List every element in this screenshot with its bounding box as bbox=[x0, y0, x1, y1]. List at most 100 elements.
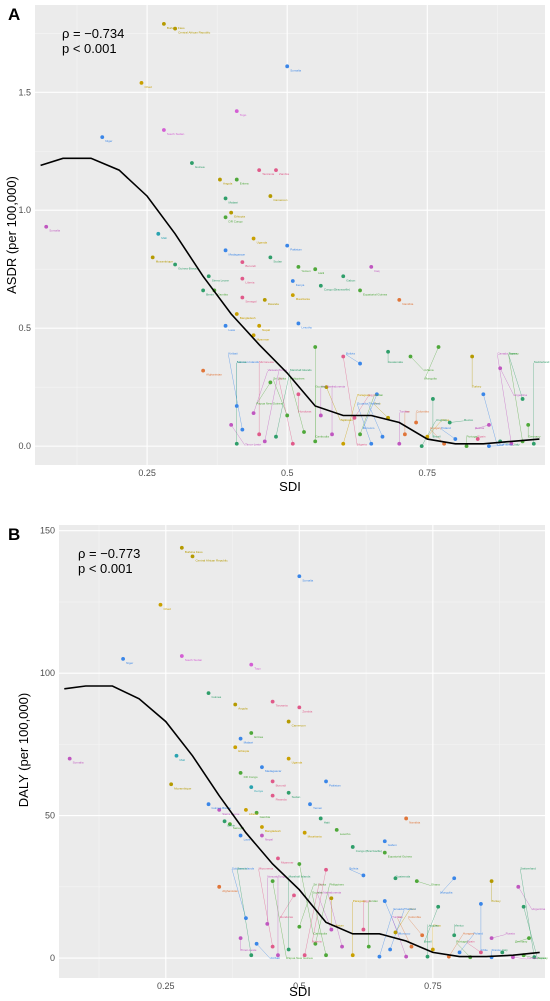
data-point bbox=[251, 411, 256, 416]
country-label: Guinea-Bissau bbox=[178, 266, 198, 270]
loess-curve bbox=[40, 157, 540, 445]
data-point bbox=[290, 293, 295, 298]
leader-line bbox=[408, 918, 423, 936]
data-point bbox=[257, 168, 262, 173]
data-point bbox=[201, 368, 206, 373]
country-label: Marshall Islands bbox=[289, 874, 311, 878]
country-label: Morocco bbox=[363, 426, 375, 430]
data-point bbox=[286, 790, 291, 795]
y-tick-label: 1.5 bbox=[18, 87, 31, 97]
data-point bbox=[217, 808, 222, 812]
data-point bbox=[276, 953, 280, 958]
leader-line bbox=[258, 869, 273, 947]
leader-line bbox=[231, 869, 247, 919]
country-label: South Sudan bbox=[167, 132, 185, 136]
data-point bbox=[393, 930, 398, 935]
country-label: Vanuatu bbox=[268, 368, 279, 372]
leader-line bbox=[289, 379, 305, 433]
data-point bbox=[240, 276, 245, 281]
country-label: Honduras bbox=[298, 410, 312, 414]
country-label: Gabon bbox=[346, 278, 355, 282]
data-point bbox=[382, 850, 387, 855]
data-point bbox=[509, 441, 514, 446]
country-label: Bangladesh bbox=[240, 316, 256, 320]
country-label: Russia bbox=[506, 932, 516, 936]
data-point bbox=[285, 64, 290, 69]
data-point bbox=[297, 862, 302, 866]
country-label: Tajikistan bbox=[340, 418, 353, 422]
country-label: Madagascar bbox=[265, 769, 282, 773]
leader-line bbox=[304, 885, 319, 956]
data-point bbox=[366, 944, 371, 949]
country-label: Tonga bbox=[279, 368, 288, 372]
country-label: South Sudan bbox=[185, 658, 203, 662]
country-label: Jordan bbox=[369, 899, 379, 903]
data-point bbox=[290, 441, 295, 446]
data-point bbox=[436, 904, 441, 909]
leader-line bbox=[441, 428, 456, 440]
data-point bbox=[388, 947, 393, 952]
data-points bbox=[67, 545, 537, 960]
data-point bbox=[296, 392, 301, 397]
country-label: Cambodia bbox=[313, 932, 327, 936]
country-label: Viet Nam bbox=[317, 891, 330, 895]
country-label: Italy bbox=[514, 443, 520, 447]
country-label: Lesotho bbox=[340, 832, 351, 836]
leader-line bbox=[230, 424, 246, 446]
country-label: Jordan bbox=[374, 393, 384, 397]
data-point bbox=[249, 731, 254, 735]
country-label: Ecuador bbox=[357, 401, 368, 405]
country-label: Laos bbox=[229, 328, 236, 332]
data-point bbox=[150, 255, 155, 260]
country-label: Guatemala bbox=[388, 360, 403, 364]
data-point bbox=[254, 941, 259, 946]
data-point bbox=[240, 427, 245, 432]
data-point bbox=[358, 432, 362, 437]
leader-line bbox=[416, 880, 431, 886]
country-label: Solomon Islands bbox=[237, 360, 260, 364]
country-label: Mali bbox=[179, 758, 185, 762]
country-label: Canada bbox=[527, 956, 538, 960]
leader-line bbox=[421, 420, 436, 447]
data-point bbox=[169, 782, 174, 787]
country-label: Chad bbox=[144, 85, 152, 89]
country-label: Angola bbox=[223, 182, 233, 186]
country-label: Thailand bbox=[404, 907, 416, 911]
panel-letter: B bbox=[8, 525, 20, 544]
grid-lines bbox=[35, 5, 545, 465]
leader-line bbox=[311, 893, 327, 956]
country-label: Yemen bbox=[313, 806, 323, 810]
leader-line bbox=[424, 906, 439, 943]
leader-line bbox=[391, 918, 407, 957]
country-label: Ethiopia bbox=[238, 749, 249, 753]
country-label: Burkina Faso bbox=[185, 550, 203, 554]
data-point bbox=[249, 662, 254, 667]
data-point bbox=[249, 953, 254, 958]
data-point bbox=[489, 879, 494, 884]
data-point bbox=[244, 808, 248, 812]
data-point bbox=[270, 779, 275, 784]
data-point bbox=[511, 955, 515, 960]
data-point bbox=[254, 810, 259, 815]
data-point bbox=[251, 333, 256, 338]
y-tick-label: 0.0 bbox=[18, 441, 31, 451]
country-label: Samoa bbox=[237, 866, 247, 870]
plot-background bbox=[35, 5, 545, 465]
data-point bbox=[270, 699, 275, 704]
country-label: Congo (Brazzaville) bbox=[324, 288, 350, 292]
leader-line bbox=[275, 371, 291, 437]
data-point bbox=[206, 691, 211, 695]
data-point bbox=[285, 413, 290, 418]
data-point bbox=[526, 422, 531, 427]
leader-line bbox=[343, 356, 358, 446]
data-point bbox=[297, 574, 302, 579]
country-label: Pakistan bbox=[290, 248, 302, 252]
data-point bbox=[206, 274, 211, 279]
country-label: DR Congo bbox=[229, 219, 243, 223]
data-point bbox=[419, 444, 424, 449]
country-label: Micronesia bbox=[259, 360, 274, 364]
leader-line bbox=[256, 382, 271, 405]
data-point bbox=[270, 793, 275, 798]
country-label: Uganda bbox=[292, 761, 303, 765]
country-label: Norway bbox=[538, 956, 549, 960]
